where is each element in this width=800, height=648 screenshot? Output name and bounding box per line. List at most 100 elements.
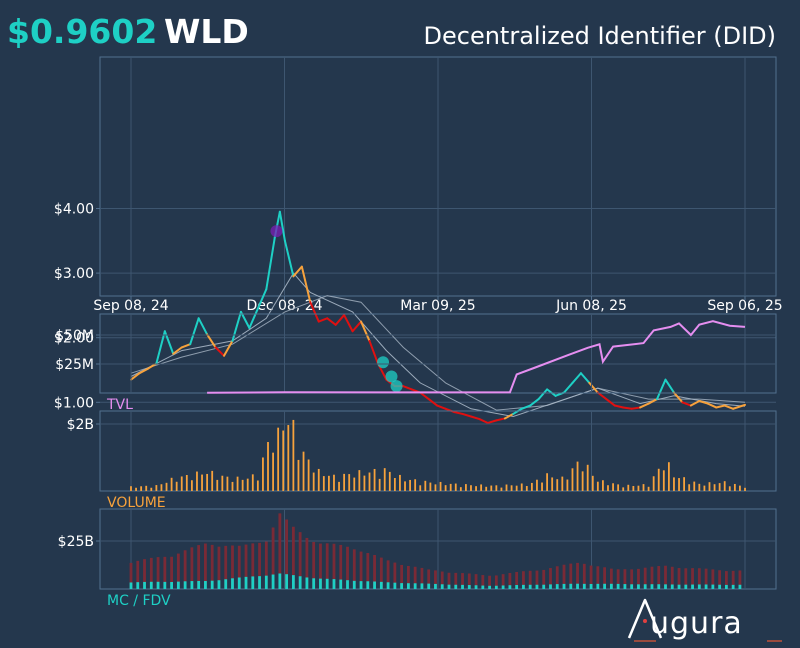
fdv-bar	[156, 557, 160, 589]
fdv-bar	[623, 569, 627, 589]
market-cap-bar	[170, 582, 173, 589]
volume-bar	[602, 480, 604, 491]
fdv-bar	[704, 568, 708, 589]
price-line-segment	[248, 307, 259, 330]
ticker-symbol: WLD	[164, 12, 249, 51]
volume-bar	[449, 483, 452, 491]
price-line-segment	[214, 346, 226, 357]
price-line-segment	[689, 400, 701, 407]
fdv-bar	[359, 551, 363, 589]
asset-name: Decentralized Identifier (DID)	[423, 22, 776, 50]
fdv-bar	[434, 570, 437, 589]
fdv-bar	[204, 543, 207, 589]
volume-bar	[328, 475, 330, 491]
price-line-segment	[486, 419, 498, 424]
price-y-tick-label: $2.00	[54, 331, 94, 347]
market-cap-bar	[515, 585, 519, 589]
market-cap-bar	[386, 582, 390, 589]
volume-bar	[612, 483, 614, 491]
volume-bar	[201, 474, 203, 491]
volume-bar	[190, 480, 193, 491]
volume-bar	[378, 478, 381, 491]
fdv-bar	[657, 566, 661, 589]
market-cap-bar	[393, 582, 397, 589]
volume-bar	[185, 475, 188, 491]
fdv-bar	[447, 572, 451, 589]
x-axis-tick-label: Sep 08, 24	[93, 298, 168, 314]
fdv-bar	[400, 564, 404, 589]
volume-bar	[206, 473, 209, 491]
fdv-bar	[461, 573, 464, 589]
price-line-segment	[317, 317, 329, 323]
fdv-bar	[650, 566, 654, 589]
market-cap-bar	[528, 584, 532, 589]
volume-bar	[546, 473, 548, 491]
fdv-bar	[637, 568, 640, 589]
volume-bar	[530, 482, 533, 491]
price-line-segment	[172, 346, 183, 355]
x-axis-tick-label: Sep 06, 25	[707, 298, 782, 314]
volume-bar	[596, 481, 599, 491]
volume-bar	[409, 479, 411, 491]
fdv-bar	[515, 571, 519, 589]
price-line-segment	[180, 343, 192, 349]
price-line-segment	[155, 330, 166, 365]
volume-bar	[140, 486, 143, 491]
price-line-segment	[343, 314, 354, 333]
fdv-bar	[224, 545, 228, 589]
fdv-bar	[684, 568, 688, 589]
volume-bar	[262, 457, 264, 491]
volume-bar	[652, 476, 655, 491]
logo-dot	[643, 619, 647, 623]
volume-bar	[642, 484, 645, 491]
volume-bar	[480, 484, 483, 491]
price-line-segment	[656, 378, 667, 401]
volume-bar	[728, 486, 731, 491]
fdv-bar	[731, 570, 735, 589]
volume-bar	[221, 475, 224, 491]
volume-bar	[175, 481, 178, 491]
volume-bar	[647, 486, 650, 491]
market-cap-bar	[373, 581, 376, 589]
market-cap-panel: $25B MC / FDV	[58, 508, 777, 609]
price-line-segment	[265, 236, 276, 291]
volume-bar	[617, 484, 620, 491]
market-cap-bar	[224, 579, 228, 589]
market-cap-bar	[670, 584, 674, 589]
fdv-bar	[582, 563, 586, 589]
fdv-bar	[264, 541, 268, 589]
fdv-bar	[576, 562, 579, 589]
volume-bar	[312, 472, 315, 491]
fdv-bar	[197, 545, 201, 589]
volume-bar	[678, 478, 680, 491]
volume-bar	[353, 477, 356, 491]
price-y-tick-label: $4.00	[54, 202, 94, 218]
volume-bar	[155, 485, 158, 491]
volume-bar	[150, 487, 153, 491]
price-line-segment	[189, 317, 200, 346]
market-cap-bar	[657, 584, 661, 589]
volume-bar	[292, 419, 295, 491]
market-cap-bar	[677, 584, 681, 589]
volume-bar	[399, 474, 401, 491]
fdv-bar	[697, 568, 701, 589]
volume-bar	[282, 430, 285, 491]
market-cap-bar	[643, 584, 647, 589]
volume-bar	[500, 487, 503, 491]
market-cap-bar	[190, 581, 194, 589]
market-cap-bar	[616, 583, 620, 589]
fdv-bar	[325, 543, 329, 589]
volume-bar	[145, 485, 148, 491]
market-cap-bar	[501, 585, 505, 589]
market-cap-bar	[136, 582, 140, 589]
price-line-segment	[596, 391, 608, 401]
price-line-segment	[138, 367, 149, 375]
market-cap-bar	[522, 584, 525, 589]
fdv-bar	[562, 564, 566, 589]
volume-bar	[211, 470, 214, 491]
market-cap-bar	[576, 583, 579, 589]
market-cap-bar	[697, 584, 701, 589]
market-cap-bar	[359, 581, 363, 589]
fdv-bar	[488, 575, 491, 589]
